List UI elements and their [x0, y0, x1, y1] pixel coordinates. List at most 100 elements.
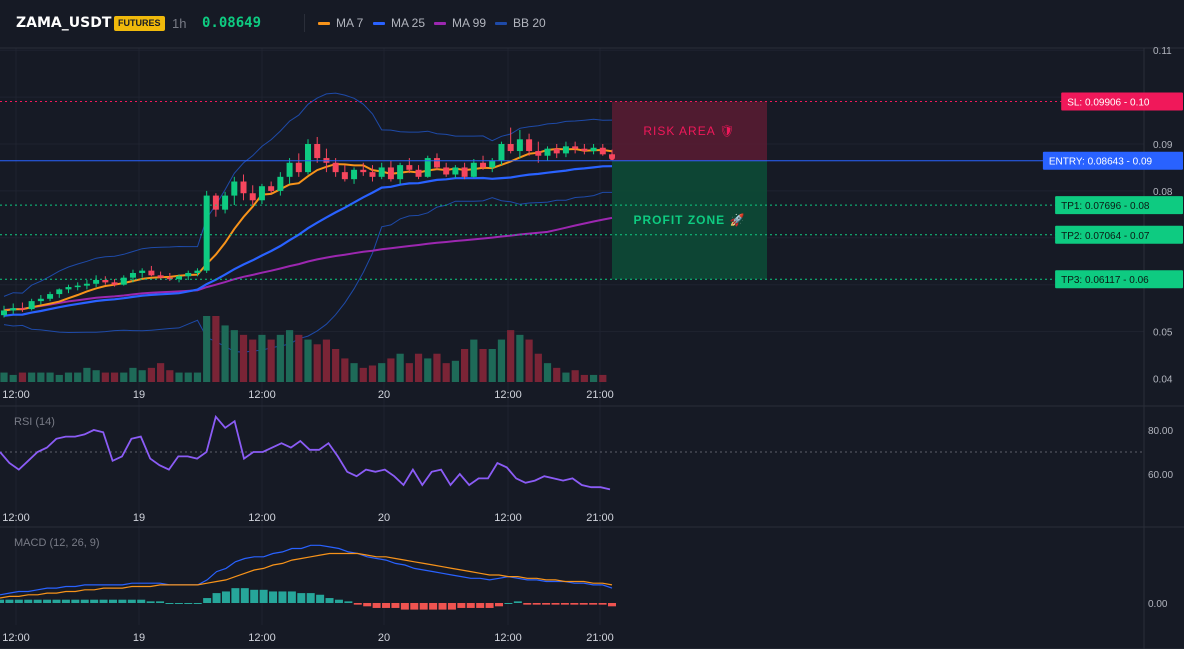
timeframe-label[interactable]: 1h: [172, 16, 187, 31]
candle-body-7: [65, 287, 72, 290]
candle-body-49: [452, 167, 459, 175]
profit-zone: [612, 160, 767, 280]
macd-histogram-bar-48: [447, 603, 456, 610]
legend-ma99-label: MA 99: [452, 16, 487, 30]
volume-bar-28: [258, 334, 266, 382]
legend-ma99[interactable]: MA 99: [434, 16, 486, 30]
volume-bar-36: [332, 349, 340, 382]
tp1-tag-bg: [1055, 196, 1183, 215]
volume-bar-33: [304, 339, 312, 382]
legend-bb20-swatch: [495, 21, 507, 25]
candle-body-20: [185, 272, 192, 277]
macd-histogram-bar-60: [560, 603, 569, 605]
candle-body-25: [231, 181, 238, 196]
macd-histogram-bar-46: [429, 603, 438, 610]
volume-bar-8: [74, 372, 82, 382]
x-axis-label-2-2: 12:00: [248, 632, 276, 644]
tp2-tag-bg: [1055, 225, 1183, 244]
volume-bar-52: [479, 349, 487, 382]
legend-ma25[interactable]: MA 25: [373, 16, 425, 30]
tp1-tag: TP1: 0.07696 - 0.08: [1061, 201, 1150, 212]
rsi-title: RSI (14): [14, 416, 55, 428]
volume-bar-15: [138, 370, 146, 382]
volume-bar-37: [341, 358, 349, 382]
volume-bar-17: [157, 363, 165, 382]
candle-body-62: [572, 146, 579, 149]
candle-body-21: [194, 270, 201, 273]
candle-body-33: [305, 144, 311, 173]
symbol-name[interactable]: ZAMA_USDT: [16, 15, 112, 31]
candle-body-36: [332, 162, 339, 173]
macd-histogram-bar-54: [504, 603, 513, 604]
volume-bar-32: [295, 334, 303, 382]
macd-histogram-bar-45: [419, 603, 428, 610]
candle-body-8: [74, 285, 81, 288]
candle-body-31: [286, 162, 293, 177]
volume-bar-4: [37, 372, 45, 382]
volume-bar-6: [55, 374, 63, 382]
ma7-line: [3, 147, 613, 312]
candle-body-60: [553, 148, 560, 154]
x-axis-label-0-2: 12:00: [248, 389, 276, 401]
last-price: 0.08649: [202, 15, 262, 31]
macd-histogram-bar-62: [579, 603, 588, 605]
candle-body-10: [93, 280, 100, 284]
tp3-tag-bg: [1055, 270, 1183, 289]
header-divider: [304, 14, 305, 32]
volume-bar-20: [184, 372, 192, 382]
macd-histogram-bar-9: [80, 599, 89, 603]
candle-body-24: [222, 195, 229, 210]
x-axis-label-2-3: 20: [378, 632, 390, 644]
candle-body-56: [516, 139, 523, 152]
rsi-axis-tick-1: 60.00: [1148, 470, 1173, 481]
price-axis-tick-4: 0.05: [1153, 328, 1173, 339]
legend-ma7[interactable]: MA 7: [318, 16, 363, 30]
candle-body-38: [351, 169, 358, 180]
candle-body-4: [37, 298, 44, 302]
bb-upper-line: [3, 92, 613, 297]
macd-histogram-bar-39: [363, 603, 372, 607]
legend-ma99-swatch: [434, 21, 446, 25]
legend-bb20-label: BB 20: [513, 16, 546, 30]
macd-title: MACD (12, 26, 9): [14, 537, 100, 549]
price-axis-tick-5: 0.04: [1153, 375, 1173, 386]
volume-bar-30: [276, 334, 284, 382]
legend-ma25-label: MA 25: [391, 16, 426, 30]
candle-body-26: [240, 181, 247, 194]
candle-body-63: [581, 148, 588, 152]
macd-histogram-bar-20: [184, 603, 193, 604]
candle-body-55: [507, 144, 514, 152]
candle-body-13: [120, 277, 127, 285]
candle-body-57: [526, 139, 533, 152]
volume-bar-27: [249, 339, 257, 382]
macd-line: [0, 544, 613, 596]
macd-histogram-bar-61: [570, 603, 579, 605]
macd-histogram-bar-15: [137, 599, 146, 603]
macd-histogram-bar-35: [325, 598, 334, 603]
volume-bar-29: [267, 339, 275, 382]
volume-bar-49: [451, 360, 459, 382]
candle-body-45: [415, 169, 422, 177]
tp2-tag: TP2: 0.07064 - 0.07: [1061, 231, 1150, 242]
macd-histogram-bar-56: [523, 603, 532, 605]
macd-histogram-bar-52: [485, 603, 494, 608]
candle-body-47: [433, 158, 440, 168]
macd-histogram-bar-19: [174, 603, 183, 604]
macd-histogram-bar-55: [513, 601, 522, 603]
macd-histogram-bar-21: [193, 603, 202, 604]
macd-histogram-bar-59: [551, 603, 560, 605]
macd-histogram-bar-63: [589, 603, 598, 605]
candle-body-32: [295, 162, 302, 173]
candle-body-1: [10, 308, 17, 311]
candle-body-11: [102, 280, 109, 283]
volume-bar-45: [414, 353, 423, 382]
macd-histogram-bar-50: [466, 603, 475, 608]
volume-bar-57: [525, 339, 533, 382]
volume-bar-38: [350, 363, 358, 382]
candle-body-50: [461, 167, 468, 177]
legend-bb20[interactable]: BB 20: [495, 16, 546, 30]
candle-body-40: [369, 172, 376, 177]
macd-histogram-bar-29: [269, 591, 278, 603]
volume-bar-11: [101, 372, 109, 382]
